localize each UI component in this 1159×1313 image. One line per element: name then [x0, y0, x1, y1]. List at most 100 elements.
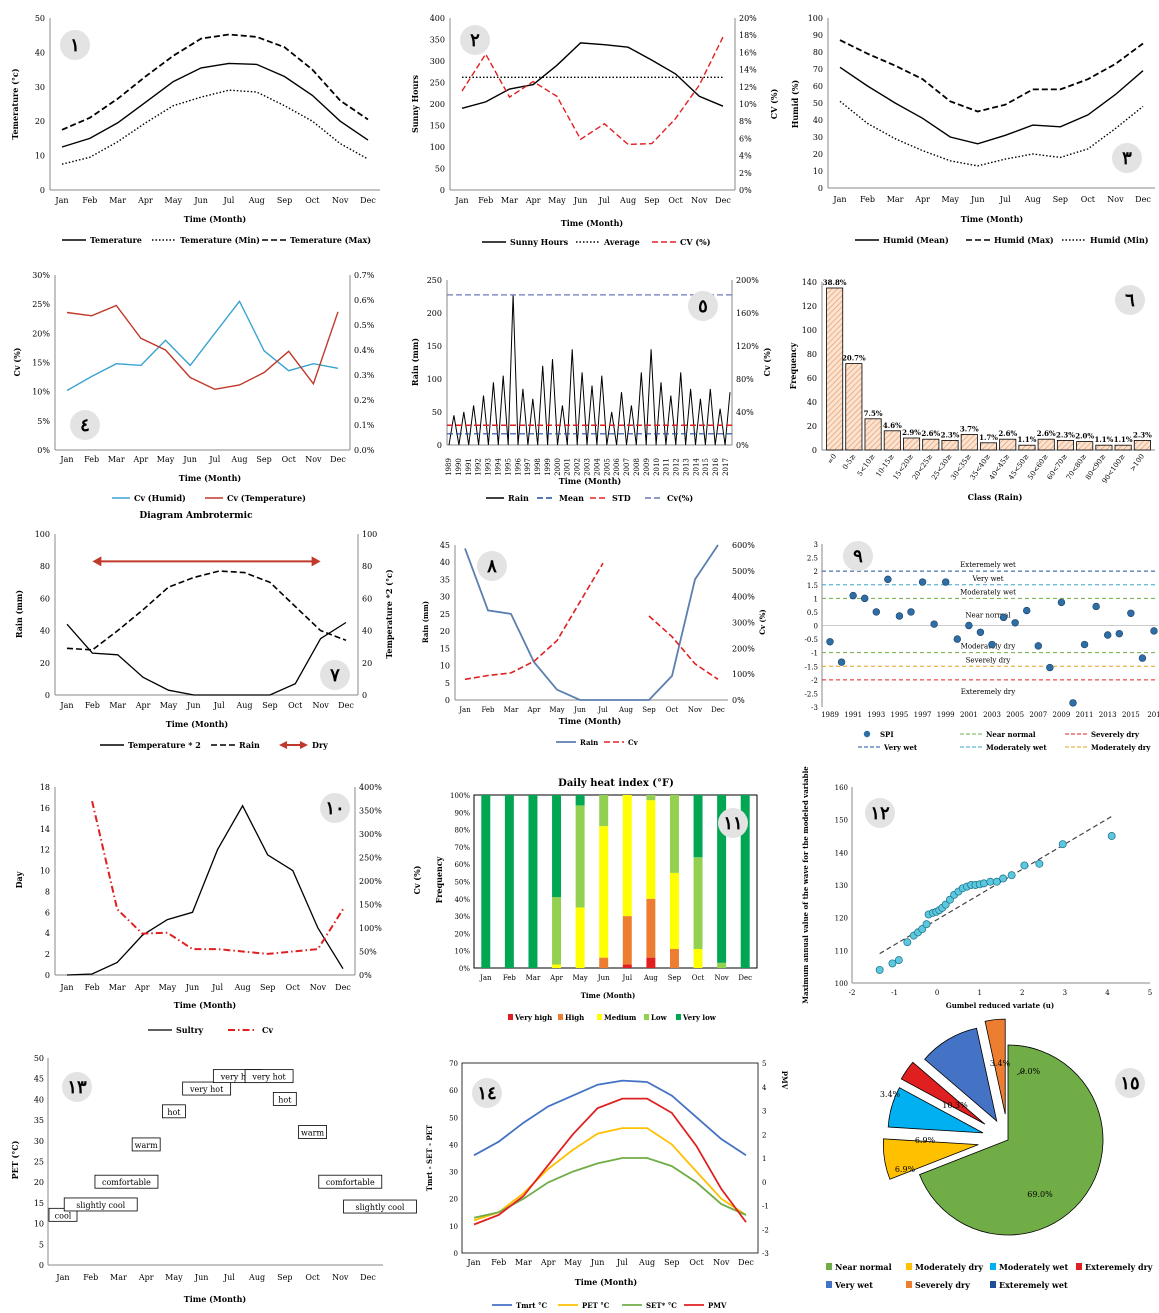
y-tick-label: 2 [814, 568, 818, 576]
x-tick-label: Apr [527, 706, 542, 714]
x-tick-label: 1990 [455, 458, 463, 476]
pie-data-label: 3.4% [990, 1059, 1011, 1068]
y2-tick-label: 6% [739, 134, 752, 143]
stacked-bar-segment [693, 857, 703, 949]
y-tick-label: 150 [427, 342, 442, 351]
comfort-label: hot [278, 1095, 292, 1104]
leader-line [1016, 1069, 1026, 1076]
x-tick-label: Aug [638, 1258, 655, 1267]
gumbel-point [888, 959, 897, 968]
band-label: Exteremely wet [960, 561, 1016, 569]
stacked-bar-segment [646, 898, 656, 958]
legend-label: Near normal [835, 1262, 892, 1272]
y2-tick-label: 4% [739, 152, 752, 161]
gumbel-point [922, 920, 931, 929]
y2-axis-label: CV (%) [769, 89, 779, 120]
y-tick-label: 10 [34, 1220, 44, 1229]
y-axis-label: Rain (mm) [421, 601, 430, 643]
y-tick-label: 20 [813, 150, 823, 159]
bar [826, 287, 844, 451]
y-tick-label: 10 [35, 152, 45, 161]
y2-tick-label: 400% [732, 593, 755, 602]
x-tick-label: Oct [305, 1273, 320, 1282]
y-axis-label: Frequency [788, 342, 798, 389]
y-tick-label: 10 [440, 662, 450, 671]
dry-arrow-head [311, 556, 321, 567]
y2-tick-label: 100% [359, 924, 382, 933]
series-line [473, 1127, 747, 1222]
x-tick-label: Jun [194, 1273, 209, 1282]
y-tick-label: 80 [40, 562, 50, 571]
band-label: Very wet [971, 575, 1003, 583]
legend-label: High [565, 1013, 584, 1022]
legend-swatch [597, 1014, 602, 1020]
x-tick-label: 2003 [983, 711, 1001, 719]
y-tick-label: -1 [811, 650, 818, 658]
spi-point [942, 578, 950, 586]
y-tick-label: 100 [35, 530, 50, 539]
panel-badge: ٣ [1122, 148, 1132, 169]
x-tick-label: Oct [288, 701, 303, 710]
series-line [61, 62, 369, 148]
x-tick-label: Jan [59, 701, 73, 710]
panel-badge-circle [472, 1078, 502, 1108]
legend-label: Temerature (Max) [290, 235, 371, 245]
y-tick-label: 30 [813, 133, 823, 142]
y-axis-label: PET (°C) [10, 1140, 20, 1179]
y2-tick-label: 0.0% [354, 446, 375, 455]
x-tick-label: Sep [256, 455, 271, 464]
x-tick-label: Dec [738, 974, 752, 982]
y-tick-label: 90% [454, 809, 470, 817]
x-tick-label: Jan [59, 455, 73, 464]
y2-tick-label: 16% [739, 48, 757, 57]
series-line [61, 89, 369, 165]
y-tick-label: 250 [430, 79, 445, 88]
bar [1076, 441, 1094, 451]
x-tick-label: Jun [970, 195, 985, 204]
y-tick-label: 50 [34, 1054, 44, 1063]
legend-label: SPI [880, 730, 894, 739]
legend-label: Moderately wet [999, 1262, 1069, 1272]
panel-badge: ١٥ [1120, 1073, 1139, 1094]
series-line [66, 804, 344, 976]
spi-point [1092, 602, 1100, 611]
x-tick-label: May [157, 455, 175, 464]
panel-badge: ١١ [723, 813, 742, 834]
gumbel-point [894, 956, 903, 965]
series-line [66, 621, 347, 696]
legend-swatch [826, 1263, 832, 1270]
panel-badge-circle [1115, 285, 1145, 315]
y-axis-label: Cv (%) [12, 347, 22, 376]
spi-point [837, 658, 846, 666]
x-axis-label: Time (Month) [179, 473, 242, 483]
legend-label: Tmrt °C [516, 1301, 547, 1310]
spi-point [965, 621, 973, 630]
x-tick-label: May [564, 1258, 582, 1267]
x-tick-label: 1998 [534, 458, 542, 476]
x-tick-label: Jun [182, 455, 197, 464]
x-tick-label: Jul [598, 196, 610, 205]
legend-label: Cv (Temperature) [227, 493, 306, 503]
legend-label: Rain [580, 738, 598, 747]
legend-label: Moderately dry [915, 1262, 983, 1272]
y-tick-label: 0 [440, 186, 445, 195]
y-tick-label: 25 [440, 610, 450, 619]
pie-slice [924, 1027, 998, 1123]
y2-tick-label: 0% [739, 186, 752, 195]
x-tick-label: 1992 [475, 458, 483, 476]
x-tick-label: Apr [540, 1258, 556, 1267]
y2-tick-label: 120% [736, 342, 759, 351]
x-tick-label: 2002 [574, 458, 582, 476]
comfort-label: slightly cool [355, 1203, 404, 1212]
x-tick-label: Aug [230, 455, 247, 464]
x-tick-label: Apr [138, 1273, 154, 1282]
comfort-label-box [131, 1137, 161, 1152]
spi-point [1057, 598, 1066, 607]
comfort-label: very hot [189, 1085, 224, 1094]
x-tick-label: Oct [668, 196, 683, 205]
comfort-label: very hot [220, 1073, 255, 1082]
y-tick-label: -2.5 [805, 690, 819, 698]
comfort-label-box [298, 1125, 327, 1139]
x-tick-label: Nov [332, 1273, 349, 1282]
